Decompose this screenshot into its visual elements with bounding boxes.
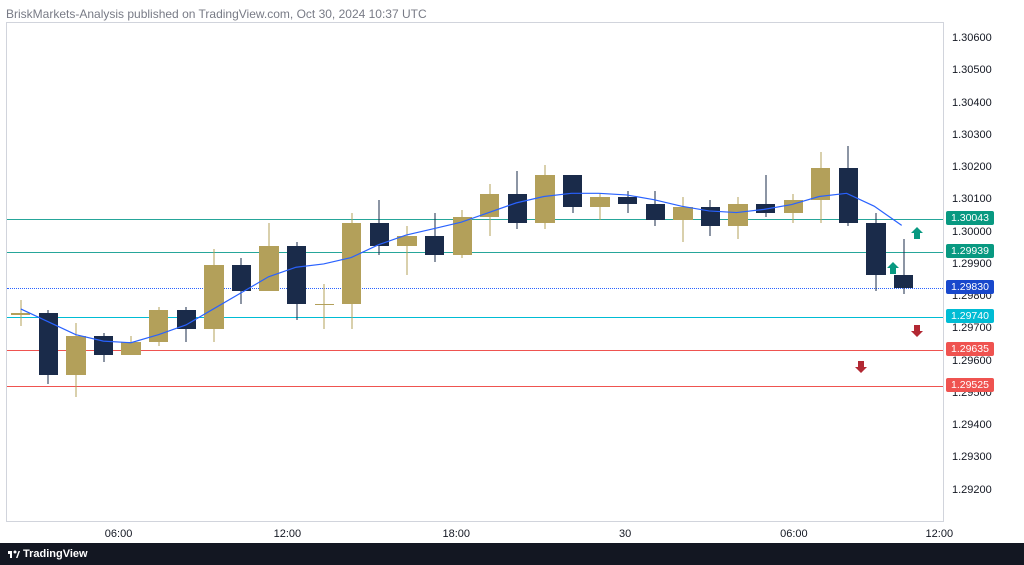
y-tick-label: 1.30100 <box>952 193 992 205</box>
candle <box>839 23 858 523</box>
y-tick-label: 1.30400 <box>952 97 992 109</box>
candle <box>177 23 196 523</box>
candle <box>590 23 609 523</box>
candle <box>618 23 637 523</box>
candle <box>287 23 306 523</box>
arrow-up-icon <box>910 226 924 240</box>
price-label: 1.29525 <box>946 378 994 392</box>
candle <box>259 23 278 523</box>
arrow-down-icon <box>910 324 924 338</box>
chart-area[interactable] <box>6 22 944 522</box>
y-tick-label: 1.29400 <box>952 419 992 431</box>
y-tick-label: 1.29700 <box>952 322 992 334</box>
x-axis: 06:0012:0018:003006:0012:00 <box>6 522 944 542</box>
candle <box>397 23 416 523</box>
candle <box>11 23 30 523</box>
price-label: 1.29939 <box>946 244 994 258</box>
price-label: 1.30043 <box>946 211 994 225</box>
y-tick-label: 1.30500 <box>952 64 992 76</box>
candle <box>315 23 334 523</box>
x-tick-label: 12:00 <box>926 528 954 540</box>
arrow-down-icon <box>854 360 868 374</box>
candle <box>480 23 499 523</box>
y-tick-label: 1.30000 <box>952 226 992 238</box>
candle <box>728 23 747 523</box>
candle <box>811 23 830 523</box>
candle <box>204 23 223 523</box>
candle <box>370 23 389 523</box>
x-tick-label: 12:00 <box>274 528 302 540</box>
candle <box>756 23 775 523</box>
tradingview-logo-icon <box>8 548 20 558</box>
candle <box>508 23 527 523</box>
candle <box>232 23 251 523</box>
candle <box>646 23 665 523</box>
footer-text: TradingView <box>23 548 88 560</box>
candle <box>121 23 140 523</box>
y-tick-label: 1.29300 <box>952 451 992 463</box>
attribution-text: BriskMarkets-Analysis published on Tradi… <box>6 7 427 21</box>
y-tick-label: 1.29200 <box>952 484 992 496</box>
candle <box>701 23 720 523</box>
arrow-up-icon <box>886 261 900 275</box>
price-label: 1.29635 <box>946 342 994 356</box>
candle <box>149 23 168 523</box>
candle <box>673 23 692 523</box>
candle <box>342 23 361 523</box>
y-tick-label: 1.30300 <box>952 129 992 141</box>
candle <box>94 23 113 523</box>
x-tick-label: 18:00 <box>442 528 470 540</box>
price-label: 1.29740 <box>946 309 994 323</box>
y-tick-label: 1.29600 <box>952 355 992 367</box>
x-tick-label: 30 <box>619 528 631 540</box>
candle <box>453 23 472 523</box>
x-tick-label: 06:00 <box>105 528 133 540</box>
y-tick-label: 1.30600 <box>952 32 992 44</box>
price-label: 1.29830 <box>946 280 994 294</box>
y-tick-label: 1.29900 <box>952 258 992 270</box>
candle <box>39 23 58 523</box>
x-tick-label: 06:00 <box>780 528 808 540</box>
candle <box>66 23 85 523</box>
footer-branding: TradingView <box>0 543 1024 565</box>
candle <box>563 23 582 523</box>
candle <box>425 23 444 523</box>
y-axis: 1.292001.293001.294001.295001.296001.297… <box>944 22 1018 522</box>
candle <box>784 23 803 523</box>
candle <box>535 23 554 523</box>
y-tick-label: 1.30200 <box>952 161 992 173</box>
candle <box>866 23 885 523</box>
